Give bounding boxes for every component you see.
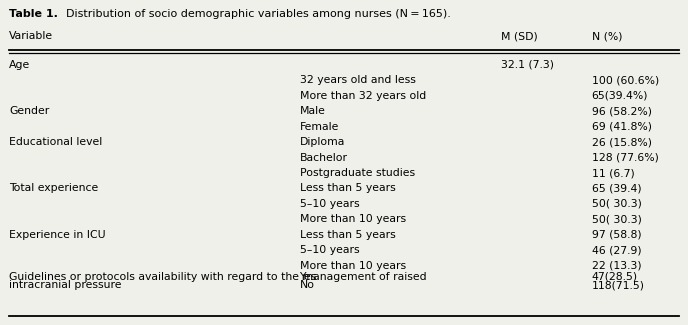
Text: 26 (15.8%): 26 (15.8%) <box>592 137 652 147</box>
Text: intracranial pressure: intracranial pressure <box>9 280 121 290</box>
Text: 47(28.5): 47(28.5) <box>592 272 638 282</box>
Text: No: No <box>299 280 314 290</box>
Text: Distribution of socio demographic variables among nurses (N = 165).: Distribution of socio demographic variab… <box>59 9 451 19</box>
Text: Male: Male <box>299 106 325 116</box>
Text: Gender: Gender <box>9 106 49 116</box>
Text: Postgraduate studies: Postgraduate studies <box>299 168 415 178</box>
Text: Less than 5 years: Less than 5 years <box>299 230 396 240</box>
Text: 50( 30.3): 50( 30.3) <box>592 199 641 209</box>
Text: 22 (13.3): 22 (13.3) <box>592 261 641 271</box>
Text: Educational level: Educational level <box>9 137 103 147</box>
Text: M (SD): M (SD) <box>502 32 538 41</box>
Text: 50( 30.3): 50( 30.3) <box>592 214 641 224</box>
Text: 32 years old and less: 32 years old and less <box>299 75 416 85</box>
Text: Table 1.: Table 1. <box>9 9 58 19</box>
Text: Age: Age <box>9 60 30 70</box>
Text: Yes: Yes <box>299 272 317 282</box>
Text: 65 (39.4): 65 (39.4) <box>592 184 641 193</box>
Text: Experience in ICU: Experience in ICU <box>9 230 105 240</box>
Text: Total experience: Total experience <box>9 184 98 193</box>
Text: More than 10 years: More than 10 years <box>299 214 406 224</box>
Text: N (%): N (%) <box>592 32 622 41</box>
Text: 69 (41.8%): 69 (41.8%) <box>592 122 652 132</box>
Text: 65(39.4%): 65(39.4%) <box>592 91 648 101</box>
Text: Female: Female <box>299 122 339 132</box>
Text: Bachelor: Bachelor <box>299 153 347 162</box>
Text: 46 (27.9): 46 (27.9) <box>592 245 641 255</box>
Text: Variable: Variable <box>9 32 53 41</box>
Text: 100 (60.6%): 100 (60.6%) <box>592 75 659 85</box>
Text: More than 32 years old: More than 32 years old <box>299 91 426 101</box>
Text: 32.1 (7.3): 32.1 (7.3) <box>502 60 555 70</box>
Text: 11 (6.7): 11 (6.7) <box>592 168 634 178</box>
Text: Guidelines or protocols availability with regard to the management of raised: Guidelines or protocols availability wit… <box>9 272 427 282</box>
Text: 118(71.5): 118(71.5) <box>592 280 645 290</box>
Text: Less than 5 years: Less than 5 years <box>299 184 396 193</box>
Text: 5–10 years: 5–10 years <box>299 245 359 255</box>
Text: 5–10 years: 5–10 years <box>299 199 359 209</box>
Text: 97 (58.8): 97 (58.8) <box>592 230 641 240</box>
Text: 128 (77.6%): 128 (77.6%) <box>592 153 658 162</box>
Text: Diploma: Diploma <box>299 137 345 147</box>
Text: 96 (58.2%): 96 (58.2%) <box>592 106 652 116</box>
Text: More than 10 years: More than 10 years <box>299 261 406 271</box>
